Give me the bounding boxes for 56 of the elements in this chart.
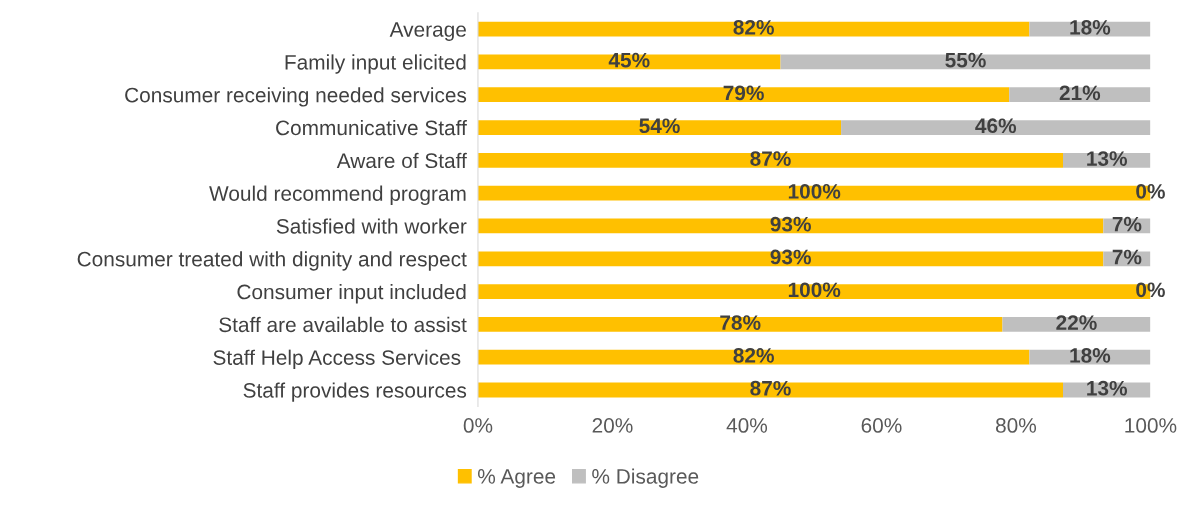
x-tick-label: 100% — [1125, 418, 1177, 433]
y-tick-label: Aware of Staff — [336, 152, 467, 169]
y-tick-label: Satisfied with worker — [276, 218, 467, 234]
bar — [1009, 87, 1151, 103]
bar — [477, 87, 1010, 103]
legend-label: % Agree — [478, 469, 556, 488]
y-tick-label: Would recommend program — [209, 185, 466, 206]
bar — [477, 21, 1030, 37]
data-label: 18% — [1070, 19, 1111, 35]
data-label: 46% — [975, 118, 1017, 134]
data-label: 82% — [733, 348, 774, 363]
y-tick-label: Consumer treated with dignity and respect — [77, 251, 467, 271]
data-label: 21% — [1059, 85, 1101, 101]
legend-label: % Disagree — [592, 468, 699, 488]
bar — [841, 120, 1151, 135]
data-label: 78% — [720, 315, 761, 330]
data-label: 13% — [1087, 380, 1128, 396]
bar — [477, 317, 1003, 332]
data-label: 55% — [945, 52, 986, 68]
y-tick-label: Consumer input included — [237, 284, 466, 304]
x-tick-label: 60% — [861, 418, 902, 433]
y-tick-label: Staff Help Access Services — [213, 349, 461, 370]
x-tick-label: 40% — [726, 418, 768, 433]
data-label: 79% — [723, 85, 764, 101]
bar — [780, 54, 1151, 70]
bar — [477, 218, 1104, 234]
data-label: 45% — [608, 52, 650, 68]
bar — [1002, 317, 1151, 332]
bar — [477, 120, 842, 135]
data-label: 54% — [639, 118, 680, 134]
y-tick-label: Staff are available to assist — [219, 316, 467, 333]
data-label: 100% — [788, 183, 841, 199]
data-label: 13% — [1087, 151, 1128, 166]
x-tick-label: 80% — [995, 418, 1037, 433]
bar — [477, 54, 781, 70]
x-tick-label: 20% — [592, 418, 633, 433]
data-label: 87% — [750, 151, 791, 166]
data-label: 7% — [1112, 249, 1142, 265]
data-label: 18% — [1070, 348, 1111, 363]
data-label: 93% — [770, 216, 811, 232]
data-label: 7% — [1112, 216, 1142, 232]
bar — [477, 251, 1104, 267]
y-tick-label: Family input elicited — [285, 54, 466, 74]
data-label: 22% — [1056, 315, 1097, 330]
y-tick-label: Communicative Staff — [276, 119, 467, 136]
bar — [477, 152, 1063, 168]
data-label: 93% — [770, 249, 811, 265]
data-label: 100% — [788, 282, 841, 298]
x-tick-label: 0% — [463, 418, 493, 433]
y-tick-label: Consumer receiving needed services — [125, 87, 467, 107]
data-label: 87% — [750, 380, 791, 396]
bar — [477, 349, 1030, 365]
bar — [477, 382, 1063, 398]
data-label: 82% — [733, 19, 774, 35]
y-tick-label: Average — [389, 22, 466, 41]
y-tick-label: Staff provides resources — [243, 382, 467, 402]
